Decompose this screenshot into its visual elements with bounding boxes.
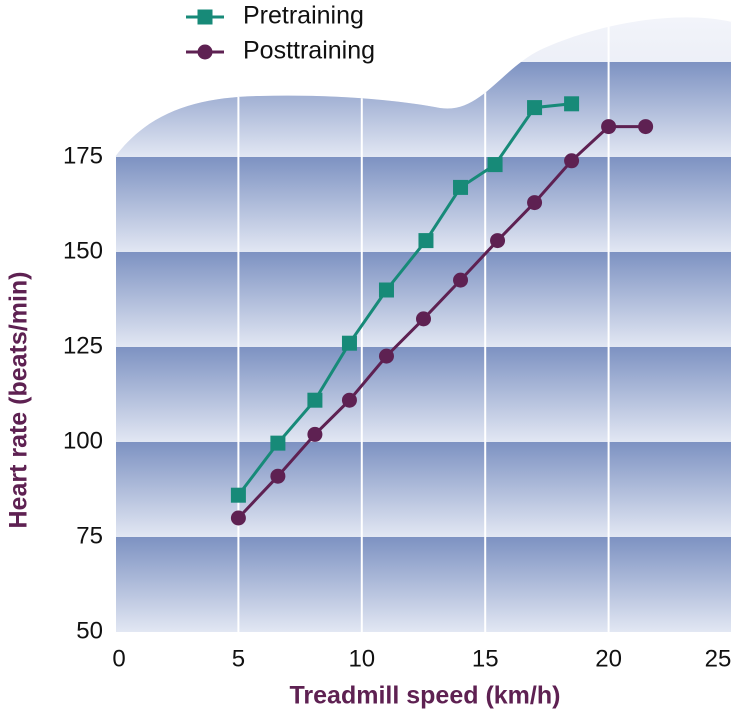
data-point [378, 282, 394, 298]
data-point [527, 195, 543, 211]
legend-label: Posttraining [243, 37, 375, 65]
grid-band [115, 252, 732, 347]
data-point [307, 392, 323, 408]
grid-band [115, 537, 732, 632]
data-point [487, 157, 503, 173]
data-point [270, 435, 286, 451]
y-tick-label: 150 [63, 237, 103, 264]
x-tick-label: 15 [472, 645, 499, 672]
data-point [601, 119, 617, 135]
x-tick-label: 5 [232, 645, 245, 672]
grid-band [115, 347, 732, 442]
data-point [307, 426, 323, 442]
data-point [490, 233, 506, 249]
y-tick-label: 50 [76, 617, 103, 644]
plot-area [115, 17, 732, 632]
data-point [341, 335, 357, 351]
x-tick-label: 10 [348, 645, 375, 672]
x-tick-label: 25 [705, 645, 732, 672]
x-axis-label: Treadmill speed (km/h) [290, 682, 561, 710]
legend-marker [197, 9, 213, 25]
legend-label: Pretraining [243, 2, 364, 30]
data-point [527, 100, 543, 116]
data-point [418, 233, 434, 249]
y-tick-label: 75 [76, 522, 103, 549]
series-line [237, 102, 572, 497]
grid-band [115, 442, 732, 537]
series-line [237, 125, 646, 520]
data-point [453, 179, 469, 195]
y-axis-label: Heart rate (beats/min) [5, 271, 33, 528]
data-point [564, 153, 580, 169]
data-point [230, 510, 246, 526]
data-point [378, 348, 394, 364]
y-tick-label: 175 [63, 142, 103, 169]
y-tick-label: 100 [63, 427, 103, 454]
y-tick-label: 125 [63, 332, 103, 359]
data-point [564, 96, 580, 112]
legend-marker [197, 44, 213, 60]
x-tick-label: 20 [595, 645, 622, 672]
grid-band [115, 62, 732, 157]
data-point [270, 468, 286, 484]
data-point [453, 272, 469, 288]
data-point [416, 311, 431, 327]
x-tick-label: 0 [112, 645, 125, 672]
data-point [230, 487, 246, 503]
data-point [638, 119, 654, 135]
data-point [341, 392, 357, 408]
